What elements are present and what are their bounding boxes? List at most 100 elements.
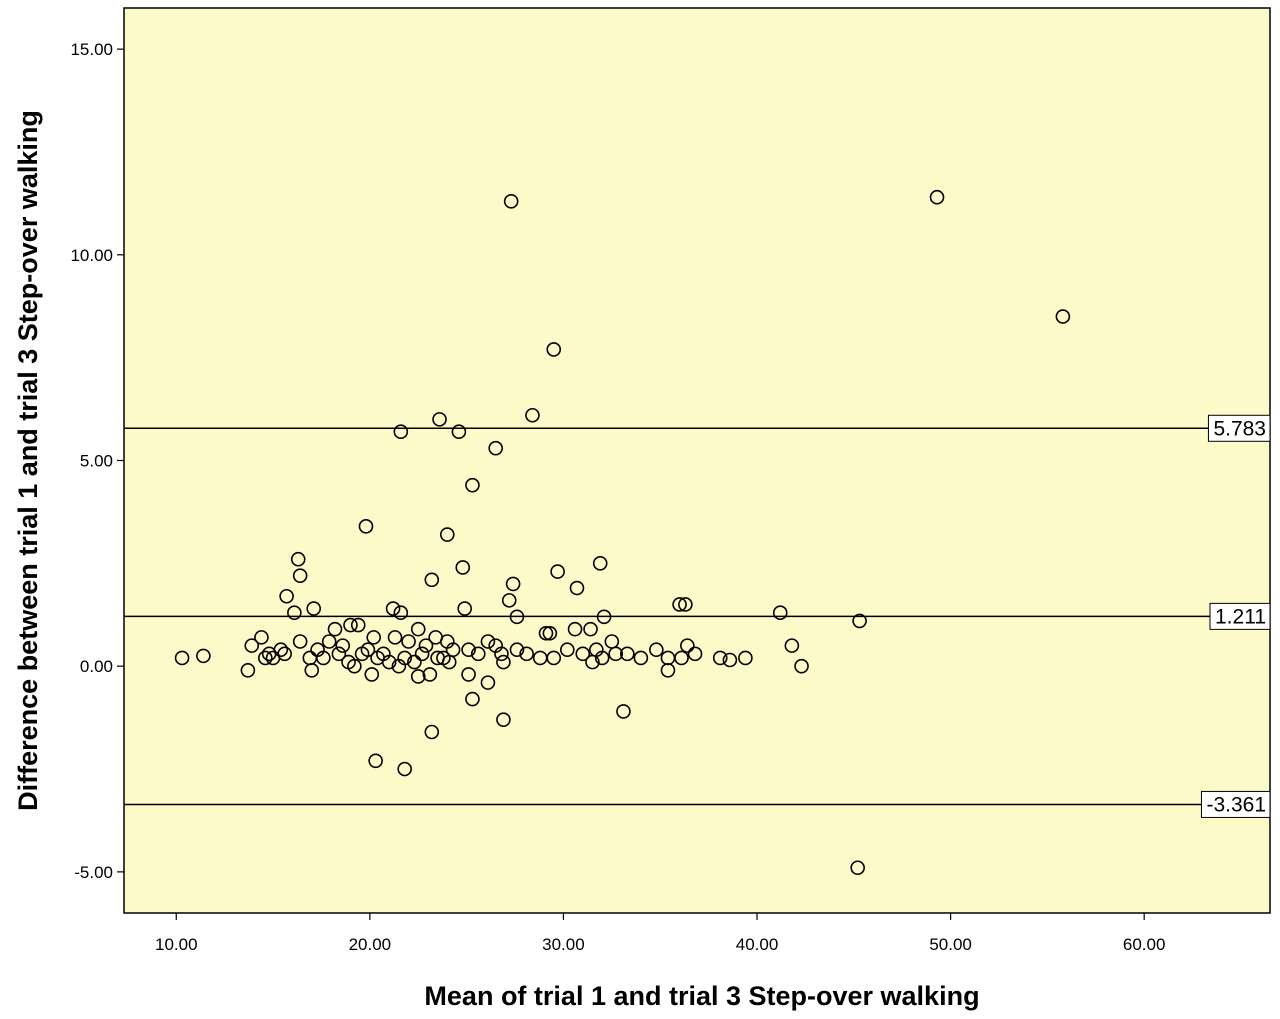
data-point	[350, 617, 366, 633]
data-point	[616, 704, 631, 719]
data-point	[343, 617, 358, 633]
data-point	[414, 646, 430, 662]
y-axis: -5.00 0.00 5.00 10.00 15.00	[70, 40, 124, 882]
data-point	[368, 753, 383, 769]
data-point	[519, 646, 534, 662]
data-point	[488, 440, 503, 456]
data-point	[784, 638, 800, 653]
data-point	[410, 669, 426, 684]
data-point	[244, 638, 260, 653]
data-point	[439, 527, 455, 542]
data-point	[480, 675, 496, 690]
data-point	[261, 646, 277, 662]
data-point	[327, 621, 343, 637]
data-point	[680, 638, 695, 653]
data-point	[1055, 309, 1071, 324]
data-point	[470, 646, 486, 662]
data-point	[364, 667, 380, 682]
data-point	[575, 646, 591, 662]
data-point	[174, 650, 190, 666]
data-point	[583, 621, 598, 637]
data-point	[567, 621, 583, 637]
y-tick-label: 15.00	[70, 40, 113, 59]
data-point	[496, 654, 511, 670]
data-point	[418, 638, 434, 653]
y-tick-label: 0.00	[80, 657, 113, 676]
data-point	[538, 625, 554, 641]
data-point	[929, 189, 945, 205]
reference-line-label: 1.211	[1209, 602, 1271, 630]
data-point	[335, 638, 351, 653]
x-tick-label: 10.00	[155, 935, 198, 954]
x-tick-label: 50.00	[929, 935, 972, 954]
data-point	[496, 712, 511, 727]
reference-line-label: 5.783	[1207, 414, 1271, 442]
data-point	[594, 650, 610, 666]
x-axis-title: Mean of trial 1 and trial 3 Step-over wa…	[424, 981, 979, 1011]
data-point	[772, 605, 788, 621]
data-point	[424, 572, 440, 588]
x-tick-label: 20.00	[349, 935, 392, 954]
data-point	[503, 194, 519, 209]
y-axis-title: Difference between trial 1 and trial 3 S…	[13, 110, 43, 811]
data-point	[347, 658, 362, 674]
data-point	[354, 646, 370, 662]
y-tick-label: -5.00	[74, 863, 113, 882]
data-point	[850, 860, 865, 876]
x-axis: 10.00 20.00 30.00 40.00 50.00 60.00	[155, 913, 1165, 954]
y-tick-label: 10.00	[70, 246, 113, 265]
data-point	[461, 642, 476, 658]
data-point	[455, 560, 471, 575]
data-point	[465, 691, 480, 707]
x-tick-label: 30.00	[542, 935, 585, 954]
data-point	[852, 613, 867, 629]
data-point	[424, 724, 440, 740]
data-point	[546, 342, 562, 357]
data-point	[461, 667, 476, 682]
data-point	[287, 605, 302, 621]
data-point	[494, 646, 509, 662]
data-point	[381, 654, 397, 670]
data-point	[391, 658, 407, 674]
data-point	[397, 761, 412, 777]
data-point	[316, 650, 331, 666]
data-point	[401, 634, 416, 649]
data-point	[480, 634, 496, 649]
data-point	[306, 601, 322, 616]
data-point	[509, 609, 525, 625]
data-point	[649, 642, 664, 658]
data-point	[265, 650, 281, 666]
plot-area	[123, 7, 1271, 914]
data-point	[407, 654, 422, 670]
data-point	[608, 646, 623, 662]
data-point	[501, 593, 517, 608]
data-point	[387, 630, 403, 645]
data-point	[505, 576, 521, 592]
data-point	[441, 654, 457, 670]
data-point	[542, 625, 558, 641]
data-point	[465, 477, 480, 493]
data-point	[525, 407, 540, 423]
data-point	[620, 646, 635, 662]
data-point	[550, 564, 565, 579]
reference-label-text: -3.361	[1206, 793, 1266, 816]
data-point	[592, 556, 608, 571]
data-point	[240, 662, 256, 678]
data-point	[451, 424, 467, 440]
x-tick-label: 60.00	[1123, 935, 1166, 954]
data-point	[633, 650, 649, 666]
data-point	[393, 424, 409, 440]
reference-label-box	[1200, 790, 1271, 818]
data-point	[672, 597, 687, 612]
data-point	[292, 634, 308, 649]
data-point	[687, 646, 703, 662]
data-point	[358, 519, 374, 534]
data-point	[304, 662, 320, 678]
data-point	[596, 609, 612, 625]
data-point	[393, 605, 409, 621]
data-point	[660, 662, 676, 678]
data-point	[674, 650, 689, 666]
data-point	[722, 652, 738, 668]
y-tick-label: 5.00	[80, 452, 113, 471]
